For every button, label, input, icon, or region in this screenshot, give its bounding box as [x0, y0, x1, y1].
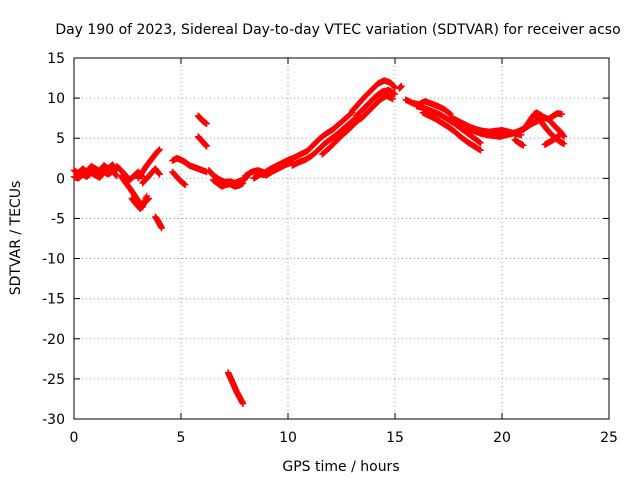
data-points [70, 77, 568, 407]
y-tick-label: -30 [42, 412, 65, 428]
data-point [203, 120, 210, 127]
data-point [389, 95, 397, 103]
y-axis-label: SDTVAR / TECUs [8, 181, 24, 296]
x-tick-label: 15 [386, 430, 404, 446]
y-tick-label: 15 [47, 51, 65, 67]
data-point [477, 147, 484, 154]
x-tick-labels: 0 5 10 15 20 25 [70, 430, 618, 446]
y-tick-label: -25 [42, 372, 65, 388]
y-tick-label: 0 [56, 171, 65, 187]
data-point [398, 82, 405, 90]
data-point [446, 110, 453, 117]
data-point [560, 140, 568, 148]
x-tick-label: 5 [177, 430, 186, 446]
data-point [182, 181, 189, 188]
x-tick-label: 0 [70, 430, 79, 446]
x-tick-label: 25 [600, 430, 618, 446]
data-point [477, 139, 484, 147]
data-point [145, 195, 153, 202]
plot-frame [73, 57, 610, 420]
data-point [476, 139, 483, 146]
data-point [391, 90, 399, 98]
y-tick-label: -5 [51, 211, 65, 227]
x-axis-label: GPS time / hours [282, 459, 399, 475]
axis-ticks [73, 57, 610, 420]
x-tick-label: 10 [279, 430, 297, 446]
data-point [239, 400, 247, 407]
y-tick-labels: 15 10 5 0 -5 -10 -15 -20 -25 -30 [42, 51, 65, 428]
data-point [156, 171, 163, 178]
chart-title: Day 190 of 2023, Sidereal Day-to-day VTE… [55, 22, 620, 38]
data-point [239, 179, 247, 187]
y-tick-label: -15 [42, 292, 65, 308]
data-point [558, 110, 566, 118]
data-point [158, 224, 165, 232]
grid-lines [74, 58, 609, 419]
y-tick-label: 10 [47, 91, 65, 107]
y-tick-label: -10 [42, 252, 65, 268]
x-tick-label: 20 [493, 430, 511, 446]
data-point [520, 142, 527, 149]
data-point [156, 146, 163, 153]
data-point [203, 143, 210, 150]
data-point [560, 133, 568, 140]
y-tick-label: 5 [56, 131, 65, 147]
y-tick-label: -20 [42, 332, 65, 348]
